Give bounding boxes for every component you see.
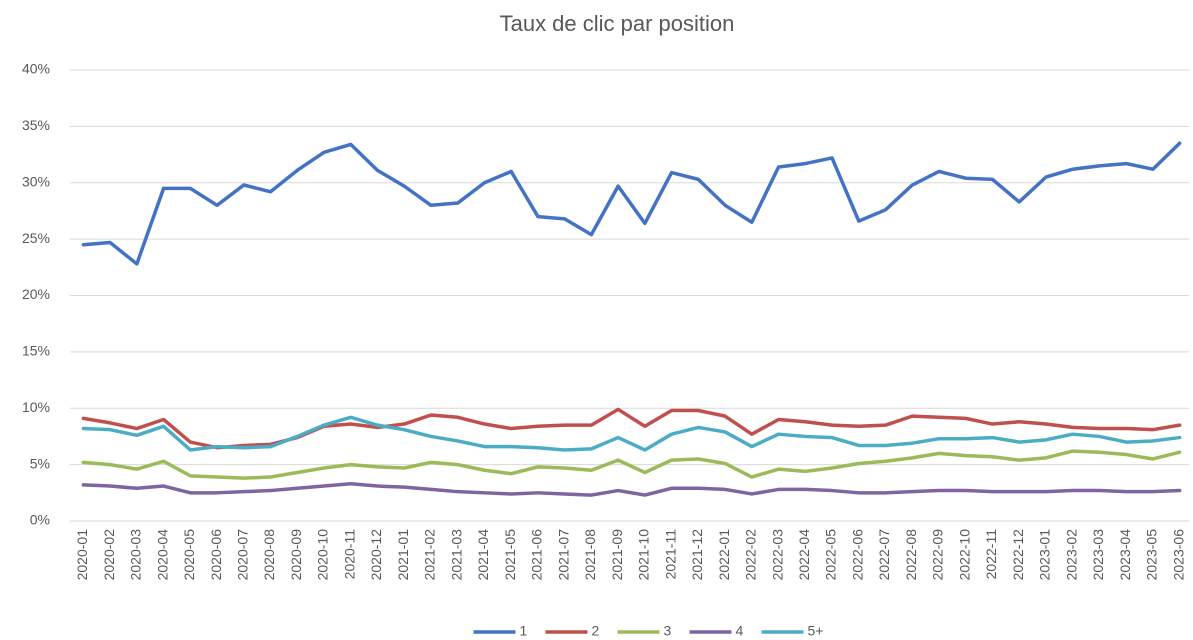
x-tick-label: 2022-11 (983, 529, 999, 580)
x-tick-label: 2021-09 (609, 529, 625, 581)
series-line (81, 449, 1182, 480)
x-tick-label: 2022-10 (956, 529, 972, 581)
x-tick-label: 2020-03 (128, 529, 144, 581)
x-tick-label: 2021-01 (395, 529, 411, 581)
x-tick-label: 2021-08 (582, 529, 598, 581)
x-tick-label: 2023-04 (1117, 529, 1133, 581)
x-tick-label: 2022-05 (823, 529, 839, 581)
chart-title: Taux de clic par position (500, 11, 735, 36)
y-tick-label: 20% (22, 286, 50, 302)
legend-label: 5+ (808, 623, 824, 639)
x-tick-label: 2022-02 (743, 529, 759, 581)
x-tick-label: 2022-06 (849, 529, 865, 581)
x-tick-label: 2020-10 (315, 529, 331, 581)
x-tick-label: 2021-05 (502, 529, 518, 581)
x-tick-label: 2020-12 (368, 529, 384, 581)
x-tick-label: 2023-06 (1170, 529, 1186, 581)
x-tick-label: 2020-04 (154, 529, 170, 581)
legend-label: 2 (592, 623, 600, 639)
x-tick-label: 2020-06 (208, 529, 224, 581)
x-tick-label: 2021-11 (662, 529, 678, 580)
x-tick-label: 2022-12 (1010, 529, 1026, 581)
y-tick-label: 15% (22, 343, 50, 359)
x-tick-label: 2022-03 (769, 529, 785, 581)
x-tick-label: 2023-05 (1144, 529, 1160, 581)
x-tick-label: 2020-07 (235, 529, 251, 581)
y-tick-label: 35% (22, 117, 50, 133)
x-tick-label: 2021-10 (636, 529, 652, 581)
series-line (81, 407, 1182, 450)
legend-label: 3 (664, 623, 672, 639)
y-tick-label: 40% (22, 61, 50, 77)
x-tick-label: 2020-05 (181, 529, 197, 581)
x-tick-label: 2021-04 (475, 529, 491, 581)
legend-label: 4 (736, 623, 744, 639)
series-line (81, 482, 1182, 497)
x-tick-label: 2021-07 (555, 529, 571, 581)
x-tick-label: 2020-11 (341, 529, 357, 580)
x-tick-label: 2020-08 (261, 529, 277, 581)
x-tick-label: 2020-02 (101, 529, 117, 581)
series-line (81, 141, 1182, 266)
legend-label: 1 (520, 623, 528, 639)
y-tick-label: 10% (22, 399, 50, 415)
y-tick-label: 25% (22, 230, 50, 246)
y-tick-label: 0% (30, 512, 50, 528)
x-tick-label: 2021-02 (422, 529, 438, 581)
x-tick-label: 2023-01 (1037, 529, 1053, 581)
series-line (81, 415, 1182, 452)
x-tick-label: 2022-07 (876, 529, 892, 581)
y-tick-label: 30% (22, 173, 50, 189)
x-tick-label: 2022-08 (903, 529, 919, 581)
x-tick-label: 2022-01 (716, 529, 732, 581)
x-tick-label: 2023-02 (1063, 529, 1079, 581)
x-tick-label: 2021-06 (529, 529, 545, 581)
x-tick-label: 2022-04 (796, 529, 812, 581)
x-tick-label: 2020-09 (288, 529, 304, 581)
x-tick-label: 2021-12 (689, 529, 705, 581)
y-tick-label: 5% (30, 455, 50, 471)
x-tick-label: 2023-03 (1090, 529, 1106, 581)
x-tick-label: 2022-09 (930, 529, 946, 581)
x-tick-label: 2020-01 (74, 529, 90, 581)
x-tick-label: 2021-03 (448, 529, 464, 581)
